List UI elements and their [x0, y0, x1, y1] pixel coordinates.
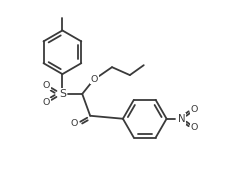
Text: O: O: [90, 75, 98, 84]
Text: O: O: [43, 81, 50, 89]
Text: O: O: [71, 119, 78, 128]
Text: O: O: [191, 105, 198, 114]
Text: O: O: [191, 123, 198, 132]
Text: S: S: [59, 89, 66, 99]
Text: N: N: [178, 114, 185, 124]
Text: O: O: [43, 98, 50, 107]
